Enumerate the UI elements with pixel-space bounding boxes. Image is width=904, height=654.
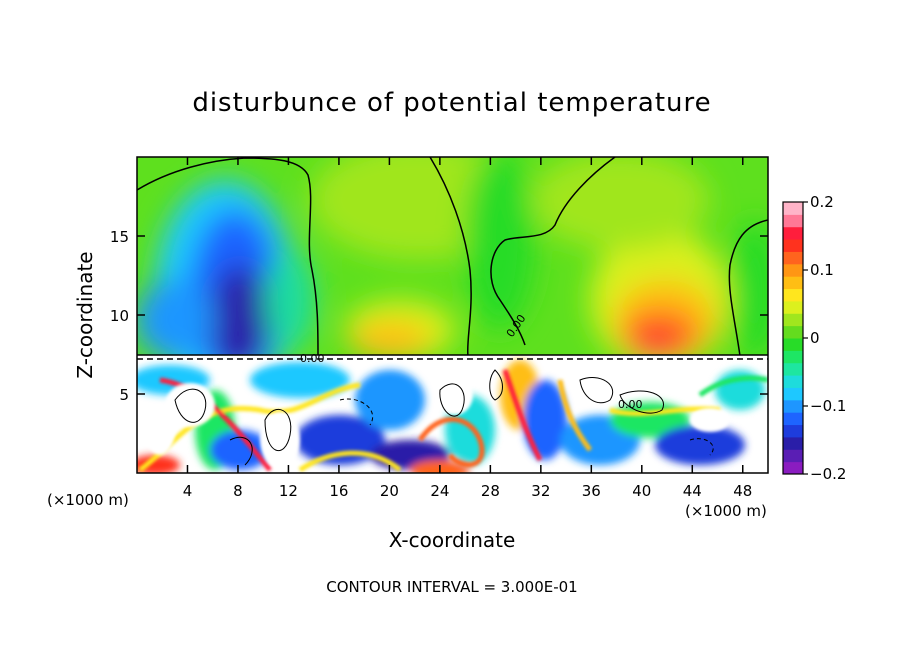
svg-text:0.00: 0.00: [618, 398, 643, 411]
contour-interval-note: CONTOUR INTERVAL = 3.000E-01: [326, 578, 577, 596]
x-axis-label: X-coordinate: [389, 528, 516, 552]
x-unit-right: (×1000 m): [685, 502, 767, 520]
colorbar-swatch: [783, 226, 803, 240]
x-tick-label: 8: [233, 482, 243, 500]
x-tick-label: 32: [531, 482, 550, 500]
x-tick-label: 36: [582, 482, 601, 500]
x-tick-label: 40: [632, 482, 651, 500]
colorbar-swatch: [783, 412, 803, 426]
x-tick-label: 20: [380, 482, 399, 500]
colorbar-swatch: [783, 424, 803, 438]
colorbar-swatch: [783, 300, 803, 314]
colorbar-swatch: [783, 387, 803, 401]
colorbar-swatch: [783, 288, 803, 302]
y-tick-label: 15: [110, 228, 129, 246]
colorbar-swatch: [783, 202, 803, 215]
colorbar-tick-label: −0.1: [810, 397, 846, 415]
x-tick-label: 28: [481, 482, 500, 500]
x-tick-label: 12: [279, 482, 298, 500]
colorbar-swatch: [783, 338, 803, 351]
y-axis-label: Z-coordinate: [73, 251, 97, 378]
y-tick-label: 5: [119, 386, 129, 404]
x-axis-ticks: 4 8 12 16 20 24 28 32 36 40 44 48: [183, 157, 752, 500]
x-tick-label: 16: [329, 482, 348, 500]
colorbar-ticks: 0.2 0.1 0 −0.1 −0.2: [803, 193, 846, 483]
colorbar-tick-label: 0: [810, 329, 820, 347]
chart-title: disturbunce of potential temperature: [192, 88, 711, 118]
colorbar-tick-label: 0.1: [810, 261, 834, 279]
colorbar-swatch: [783, 362, 803, 376]
y-axis-ticks: 5 10 15: [110, 228, 768, 404]
colorbar-swatch: [783, 436, 803, 450]
colorbar-swatch: [783, 276, 803, 290]
heatmap-field: 0.00: [137, 157, 768, 473]
colorbar: [782, 201, 804, 475]
colorbar-swatch: [783, 239, 803, 252]
colorbar-swatch: [783, 399, 803, 413]
colorbar-swatch: [783, 461, 803, 475]
svg-text:0.00: 0.00: [300, 352, 325, 365]
x-tick-label: 48: [733, 482, 752, 500]
colorbar-swatch: [783, 313, 803, 327]
x-tick-label: 4: [183, 482, 193, 500]
colorbar-swatch: [783, 214, 803, 228]
colorbar-swatch: [783, 449, 803, 463]
x-tick-label: 44: [683, 482, 702, 500]
colorbar-tick-label: 0.2: [810, 193, 834, 211]
x-unit-left: (×1000 m): [47, 491, 129, 509]
colorbar-swatch: [783, 325, 803, 339]
colorbar-swatch: [783, 251, 803, 265]
x-tick-label: 24: [430, 482, 449, 500]
colorbar-swatch: [783, 375, 803, 388]
y-tick-label: 10: [110, 307, 129, 325]
colorbar-swatch: [783, 263, 803, 277]
colorbar-tick-label: −0.2: [810, 465, 846, 483]
colorbar-swatch: [783, 350, 803, 364]
